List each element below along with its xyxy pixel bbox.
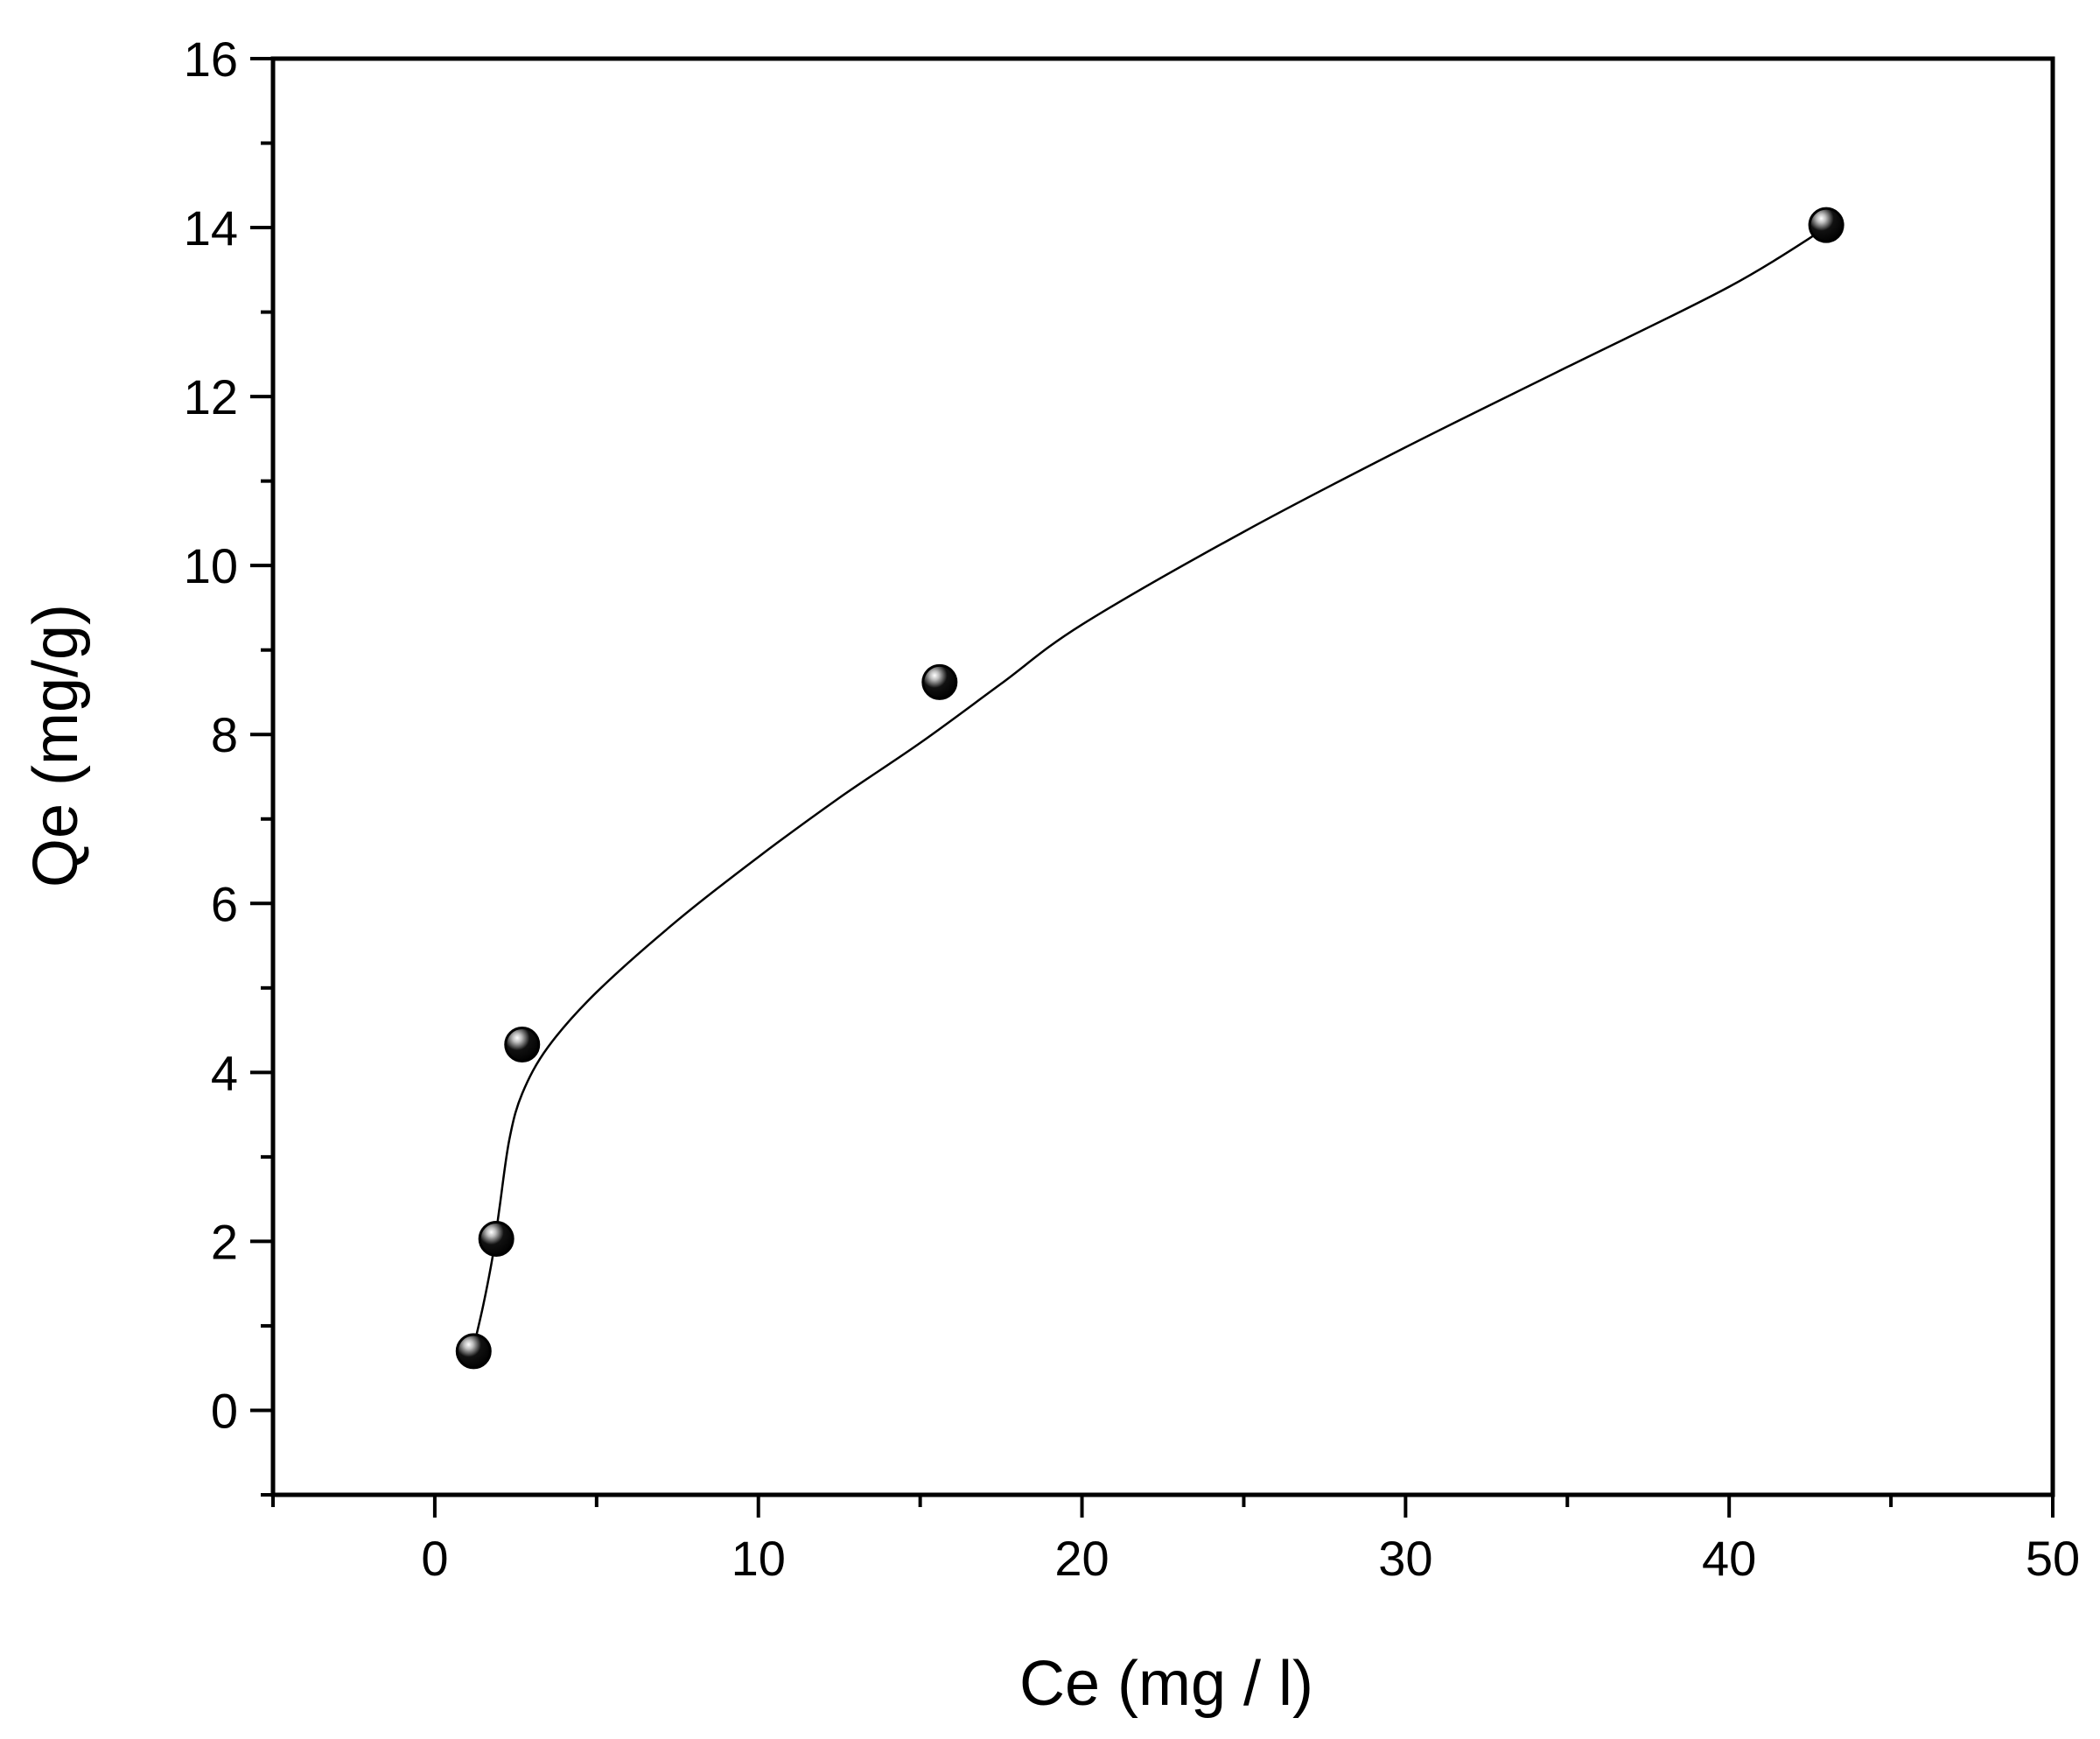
y-tick-label: 10 [184, 538, 238, 593]
plot-frame [270, 56, 2055, 1497]
data-point [455, 1333, 492, 1370]
y-tick-label: 2 [211, 1214, 238, 1269]
x-tick-label: 10 [732, 1531, 786, 1586]
y-tick-label: 0 [211, 1383, 238, 1438]
y-tick-label: 4 [211, 1045, 238, 1100]
x-tick-label: 40 [1702, 1531, 1756, 1586]
y-tick-label: 16 [184, 32, 238, 87]
y-tick-label: 14 [184, 200, 238, 256]
fit-curve-layer [472, 227, 1827, 1348]
y-axis-title: Qe (mg/g) [21, 604, 91, 887]
x-tick-label: 20 [1054, 1531, 1109, 1586]
x-axis: 0 10 20 30 40 50 [271, 1495, 2080, 1586]
data-point [478, 1221, 514, 1258]
data-points-layer [455, 207, 1844, 1370]
x-axis-title: Ce (mg / l) [1019, 1649, 1313, 1719]
data-point [921, 663, 958, 700]
x-tick-label: 50 [2026, 1531, 2080, 1586]
fit-curve-line [472, 227, 1827, 1348]
plot-border [270, 56, 2055, 1497]
y-tick-label: 12 [184, 369, 238, 424]
x-tick-label: 30 [1378, 1531, 1432, 1586]
x-tick-label: 0 [421, 1531, 448, 1586]
y-tick-label: 8 [211, 707, 238, 762]
data-point [1808, 207, 1844, 243]
y-axis: 0 2 4 6 8 10 12 14 16 [184, 32, 273, 1497]
y-tick-label: 6 [211, 876, 238, 931]
data-point [504, 1026, 541, 1062]
